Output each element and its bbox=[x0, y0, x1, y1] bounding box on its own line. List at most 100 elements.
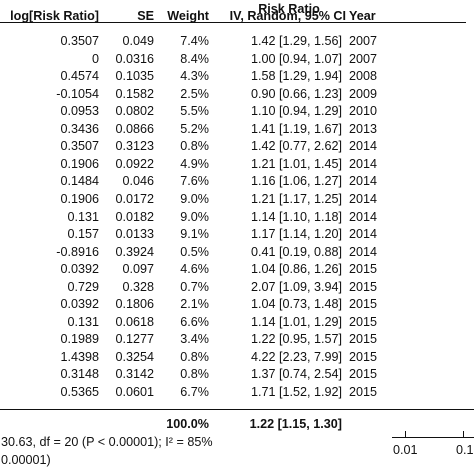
table-row: 0.5365 0.0601 6.7% 1.71 [1.52, 1.92] 2015 bbox=[0, 386, 474, 403]
log-risk-ratio-cell: 0.131 bbox=[67, 209, 99, 224]
table-row: 0.729 0.328 0.7% 2.07 [1.09, 3.94] 2015 bbox=[0, 281, 474, 298]
year-cell: 2008 bbox=[349, 69, 378, 84]
log-risk-ratio-cell: 0.1906 bbox=[60, 191, 99, 206]
table-row: 0.1906 0.0922 4.9% 1.21 [1.01, 1.45] 2014 bbox=[0, 158, 474, 175]
risk-ratio-ci-cell: 1.14 [1.10, 1.18] bbox=[250, 209, 342, 224]
weight-cell: 0.7% bbox=[180, 279, 209, 294]
log-risk-ratio-cell: 0 bbox=[91, 51, 99, 66]
year-cell: 2013 bbox=[349, 121, 378, 136]
weight-cell: 9.0% bbox=[180, 209, 209, 224]
log-risk-ratio-cell: 0.4574 bbox=[60, 69, 99, 84]
risk-ratio-ci-cell: 1.22 [0.95, 1.57] bbox=[250, 332, 342, 347]
risk-ratio-ci-cell: 1.04 [0.86, 1.26] bbox=[250, 262, 342, 277]
table-row: 0.0392 0.1806 2.1% 1.04 [0.73, 1.48] 2015 bbox=[0, 298, 474, 315]
year-cell: 2009 bbox=[349, 86, 378, 101]
header-weight: Weight bbox=[167, 9, 209, 23]
total-weight: 100.0% bbox=[166, 417, 209, 431]
risk-ratio-ci-cell: 1.10 [0.94, 1.29] bbox=[250, 104, 342, 119]
log-risk-ratio-cell: 0.3507 bbox=[60, 139, 99, 154]
header-risk-ratio-ci: IV, Random, 95% CI bbox=[229, 9, 346, 23]
table-row: 0.3436 0.0866 5.2% 1.41 [1.19, 1.67] 2013 bbox=[0, 123, 474, 140]
se-cell: 0.0601 bbox=[115, 385, 154, 399]
axis-tick-right bbox=[463, 431, 464, 437]
log-risk-ratio-cell: 0.3436 bbox=[60, 121, 99, 136]
log-risk-ratio-cell: 0.0392 bbox=[60, 262, 99, 277]
se-cell: 0.0866 bbox=[115, 121, 154, 136]
log-risk-ratio-cell: 0.1989 bbox=[60, 332, 99, 347]
risk-ratio-ci-cell: 0.90 [0.66, 1.23] bbox=[250, 86, 342, 101]
year-cell: 2014 bbox=[349, 244, 378, 259]
weight-cell: 4.9% bbox=[180, 156, 209, 171]
se-cell: 0.328 bbox=[122, 279, 154, 294]
year-cell: 2015 bbox=[349, 332, 378, 347]
log-risk-ratio-cell: 0.3148 bbox=[60, 367, 99, 382]
weight-cell: 0.5% bbox=[180, 244, 209, 259]
header-divider bbox=[0, 22, 466, 23]
year-cell: 2014 bbox=[349, 209, 378, 224]
risk-ratio-ci-cell: 1.58 [1.29, 1.94] bbox=[250, 69, 342, 84]
risk-ratio-ci-cell: 1.17 [1.14, 1.20] bbox=[250, 227, 342, 242]
se-cell: 0.1582 bbox=[115, 86, 154, 101]
se-cell: 0.3254 bbox=[115, 349, 154, 364]
total-risk-ratio: 1.22 [1.15, 1.30] bbox=[249, 417, 342, 431]
weight-cell: 5.5% bbox=[180, 104, 209, 119]
se-cell: 0.0802 bbox=[115, 104, 154, 119]
risk-ratio-ci-cell: 1.37 [0.74, 2.54] bbox=[250, 367, 342, 382]
year-cell: 2015 bbox=[349, 279, 378, 294]
se-cell: 0.3142 bbox=[115, 367, 154, 382]
weight-cell: 9.0% bbox=[180, 191, 209, 206]
risk-ratio-ci-cell: 1.41 [1.19, 1.67] bbox=[250, 121, 342, 136]
log-risk-ratio-cell: 0.729 bbox=[67, 279, 99, 294]
table-row: 0.4574 0.1035 4.3% 1.58 [1.29, 1.94] 2008 bbox=[0, 70, 474, 87]
se-cell: 0.3924 bbox=[115, 244, 154, 259]
weight-cell: 2.5% bbox=[180, 86, 209, 101]
log-risk-ratio-cell: 0.131 bbox=[67, 314, 99, 329]
forest-plot-axis bbox=[392, 437, 474, 438]
weight-cell: 6.6% bbox=[180, 314, 209, 329]
weight-cell: 7.4% bbox=[180, 34, 209, 48]
log-risk-ratio-cell: 0.3507 bbox=[60, 34, 99, 48]
table-row: 0.1484 0.046 7.6% 1.16 [1.06, 1.27] 2014 bbox=[0, 175, 474, 192]
heterogeneity-line-2: 0.00001) bbox=[1, 453, 51, 467]
risk-ratio-ci-cell: 1.71 [1.52, 1.92] bbox=[250, 385, 342, 399]
risk-ratio-ci-cell: 1.04 [0.73, 1.48] bbox=[250, 297, 342, 312]
weight-cell: 2.1% bbox=[180, 297, 209, 312]
table-row: 0 0.0316 8.4% 1.00 [0.94, 1.07] 2007 bbox=[0, 51, 474, 70]
year-cell: 2015 bbox=[349, 297, 378, 312]
risk-ratio-ci-cell: 1.42 [0.77, 2.62] bbox=[250, 139, 342, 154]
year-cell: 2015 bbox=[349, 349, 378, 364]
risk-ratio-ci-cell: 2.07 [1.09, 3.94] bbox=[250, 279, 342, 294]
year-cell: 2014 bbox=[349, 139, 378, 154]
weight-cell: 0.8% bbox=[180, 139, 209, 154]
log-risk-ratio-cell: -0.1054 bbox=[56, 86, 99, 101]
weight-cell: 5.2% bbox=[180, 121, 209, 136]
log-risk-ratio-cell: 0.0953 bbox=[60, 104, 99, 119]
table-row: 0.3507 0.049 7.4% 1.42 [1.29, 1.56] 2007 bbox=[0, 35, 474, 52]
table-row: 0.3148 0.3142 0.8% 1.37 [0.74, 2.54] 2015 bbox=[0, 368, 474, 385]
se-cell: 0.3123 bbox=[115, 139, 154, 154]
table-row: 0.3507 0.3123 0.8% 1.42 [0.77, 2.62] 2014 bbox=[0, 140, 474, 157]
se-cell: 0.0316 bbox=[115, 51, 154, 66]
table-row: 0.0392 0.097 4.6% 1.04 [0.86, 1.26] 2015 bbox=[0, 263, 474, 280]
weight-cell: 4.3% bbox=[180, 69, 209, 84]
log-risk-ratio-cell: 0.157 bbox=[67, 227, 99, 242]
year-cell: 2014 bbox=[349, 227, 378, 242]
header-year: Year bbox=[349, 9, 376, 23]
risk-ratio-ci-cell: 1.14 [1.01, 1.29] bbox=[250, 314, 342, 329]
se-cell: 0.097 bbox=[122, 262, 154, 277]
year-cell: 2015 bbox=[349, 385, 378, 399]
total-divider bbox=[0, 409, 474, 410]
risk-ratio-group-header: Risk Ratio bbox=[258, 2, 320, 16]
log-risk-ratio-cell: 0.1484 bbox=[60, 174, 99, 189]
table-row: -0.8916 0.3924 0.5% 0.41 [0.19, 0.88] 2014 bbox=[0, 244, 474, 263]
table-row: 0.131 0.0182 9.0% 1.14 [1.10, 1.18] 2014 bbox=[0, 209, 474, 228]
year-cell: 2007 bbox=[349, 51, 378, 66]
header-se: SE bbox=[137, 9, 154, 23]
header-log-risk-ratio: log[Risk Ratio] bbox=[10, 9, 99, 23]
year-cell: 2015 bbox=[349, 262, 378, 277]
risk-ratio-ci-cell: 1.42 [1.29, 1.56] bbox=[250, 34, 342, 48]
year-cell: 2007 bbox=[349, 34, 378, 48]
se-cell: 0.0133 bbox=[115, 227, 154, 242]
axis-tick-label-left: 0.01 bbox=[393, 443, 418, 457]
log-risk-ratio-cell: -0.8916 bbox=[56, 244, 99, 259]
